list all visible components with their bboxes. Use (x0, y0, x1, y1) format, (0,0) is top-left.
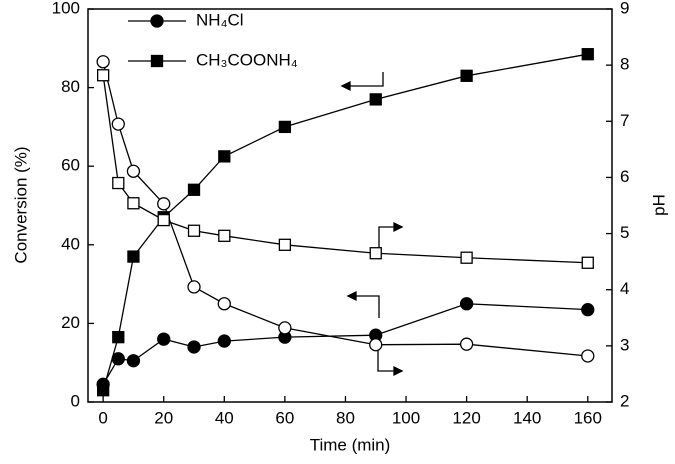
series-line (102, 53, 588, 391)
legend-marker (150, 14, 164, 28)
x-tick-label: 80 (336, 408, 355, 427)
point (218, 150, 231, 163)
point (217, 297, 231, 311)
point (111, 117, 125, 131)
point (187, 340, 201, 354)
point (460, 251, 473, 264)
y2-tick-label: 3 (620, 335, 629, 354)
y2-tick-label: 5 (620, 223, 629, 242)
series-line (102, 303, 588, 385)
point (157, 332, 171, 346)
point (187, 280, 201, 294)
point (369, 338, 383, 352)
point (459, 297, 474, 311)
series-line (102, 61, 588, 357)
point (96, 69, 110, 82)
point (126, 164, 141, 178)
point (581, 48, 594, 61)
point (187, 183, 201, 196)
y-tick-label: 20 (61, 313, 80, 332)
y2-tick-label: 4 (620, 279, 629, 298)
x-tick-label: 100 (392, 408, 420, 427)
legend-label: NH₄Cl (196, 10, 244, 29)
point (112, 331, 125, 344)
legend-label: CH₃COONH₄ (196, 50, 298, 69)
y-tick-label: 40 (61, 234, 80, 253)
arrowhead (393, 221, 404, 233)
point (96, 384, 110, 397)
plot-frame (87, 8, 613, 403)
x-tick-label: 120 (452, 408, 480, 427)
x-tick-label: 40 (215, 408, 234, 427)
point (157, 197, 171, 211)
y-tick-label: 80 (61, 77, 80, 96)
point (369, 247, 382, 260)
y2-tick-label: 2 (620, 391, 629, 410)
point (460, 69, 473, 82)
arrow (348, 295, 380, 318)
point (111, 352, 125, 366)
legend-marker (150, 54, 164, 68)
point (127, 197, 140, 210)
y-tick-label: 60 (61, 156, 80, 175)
point (581, 349, 595, 363)
x-tick-label: 20 (154, 408, 173, 427)
arrow (377, 347, 402, 372)
y-tick-label: 100 (52, 0, 80, 17)
x-axis-label: Time (min) (310, 435, 391, 454)
series-line (102, 75, 588, 264)
y2-tick-label: 9 (620, 0, 629, 17)
point (187, 224, 201, 237)
point (218, 229, 231, 242)
y2-tick-label: 8 (620, 55, 629, 74)
point (96, 55, 110, 69)
arrowhead (346, 290, 357, 302)
arrowhead (393, 365, 404, 377)
y2-tick-label: 7 (620, 111, 629, 130)
y2-axis-label: pH (649, 194, 668, 216)
point (112, 176, 125, 190)
y-axis-label: Conversion (%) (11, 146, 30, 263)
y-tick-label: 0 (71, 391, 80, 410)
point (369, 93, 382, 106)
point (217, 334, 231, 348)
point (581, 256, 594, 269)
point (278, 120, 292, 134)
x-tick-label: 160 (574, 408, 602, 427)
point (157, 213, 170, 227)
y2-tick-label: 6 (620, 167, 629, 186)
point (278, 238, 292, 251)
x-tick-label: 60 (275, 408, 294, 427)
point (581, 302, 595, 317)
point (459, 337, 474, 351)
point (278, 321, 292, 335)
point (126, 354, 141, 368)
arrow (342, 72, 384, 87)
point (127, 250, 140, 263)
x-tick-label: 140 (513, 408, 541, 427)
x-tick-label: 0 (98, 408, 107, 427)
arrowhead (340, 80, 351, 92)
